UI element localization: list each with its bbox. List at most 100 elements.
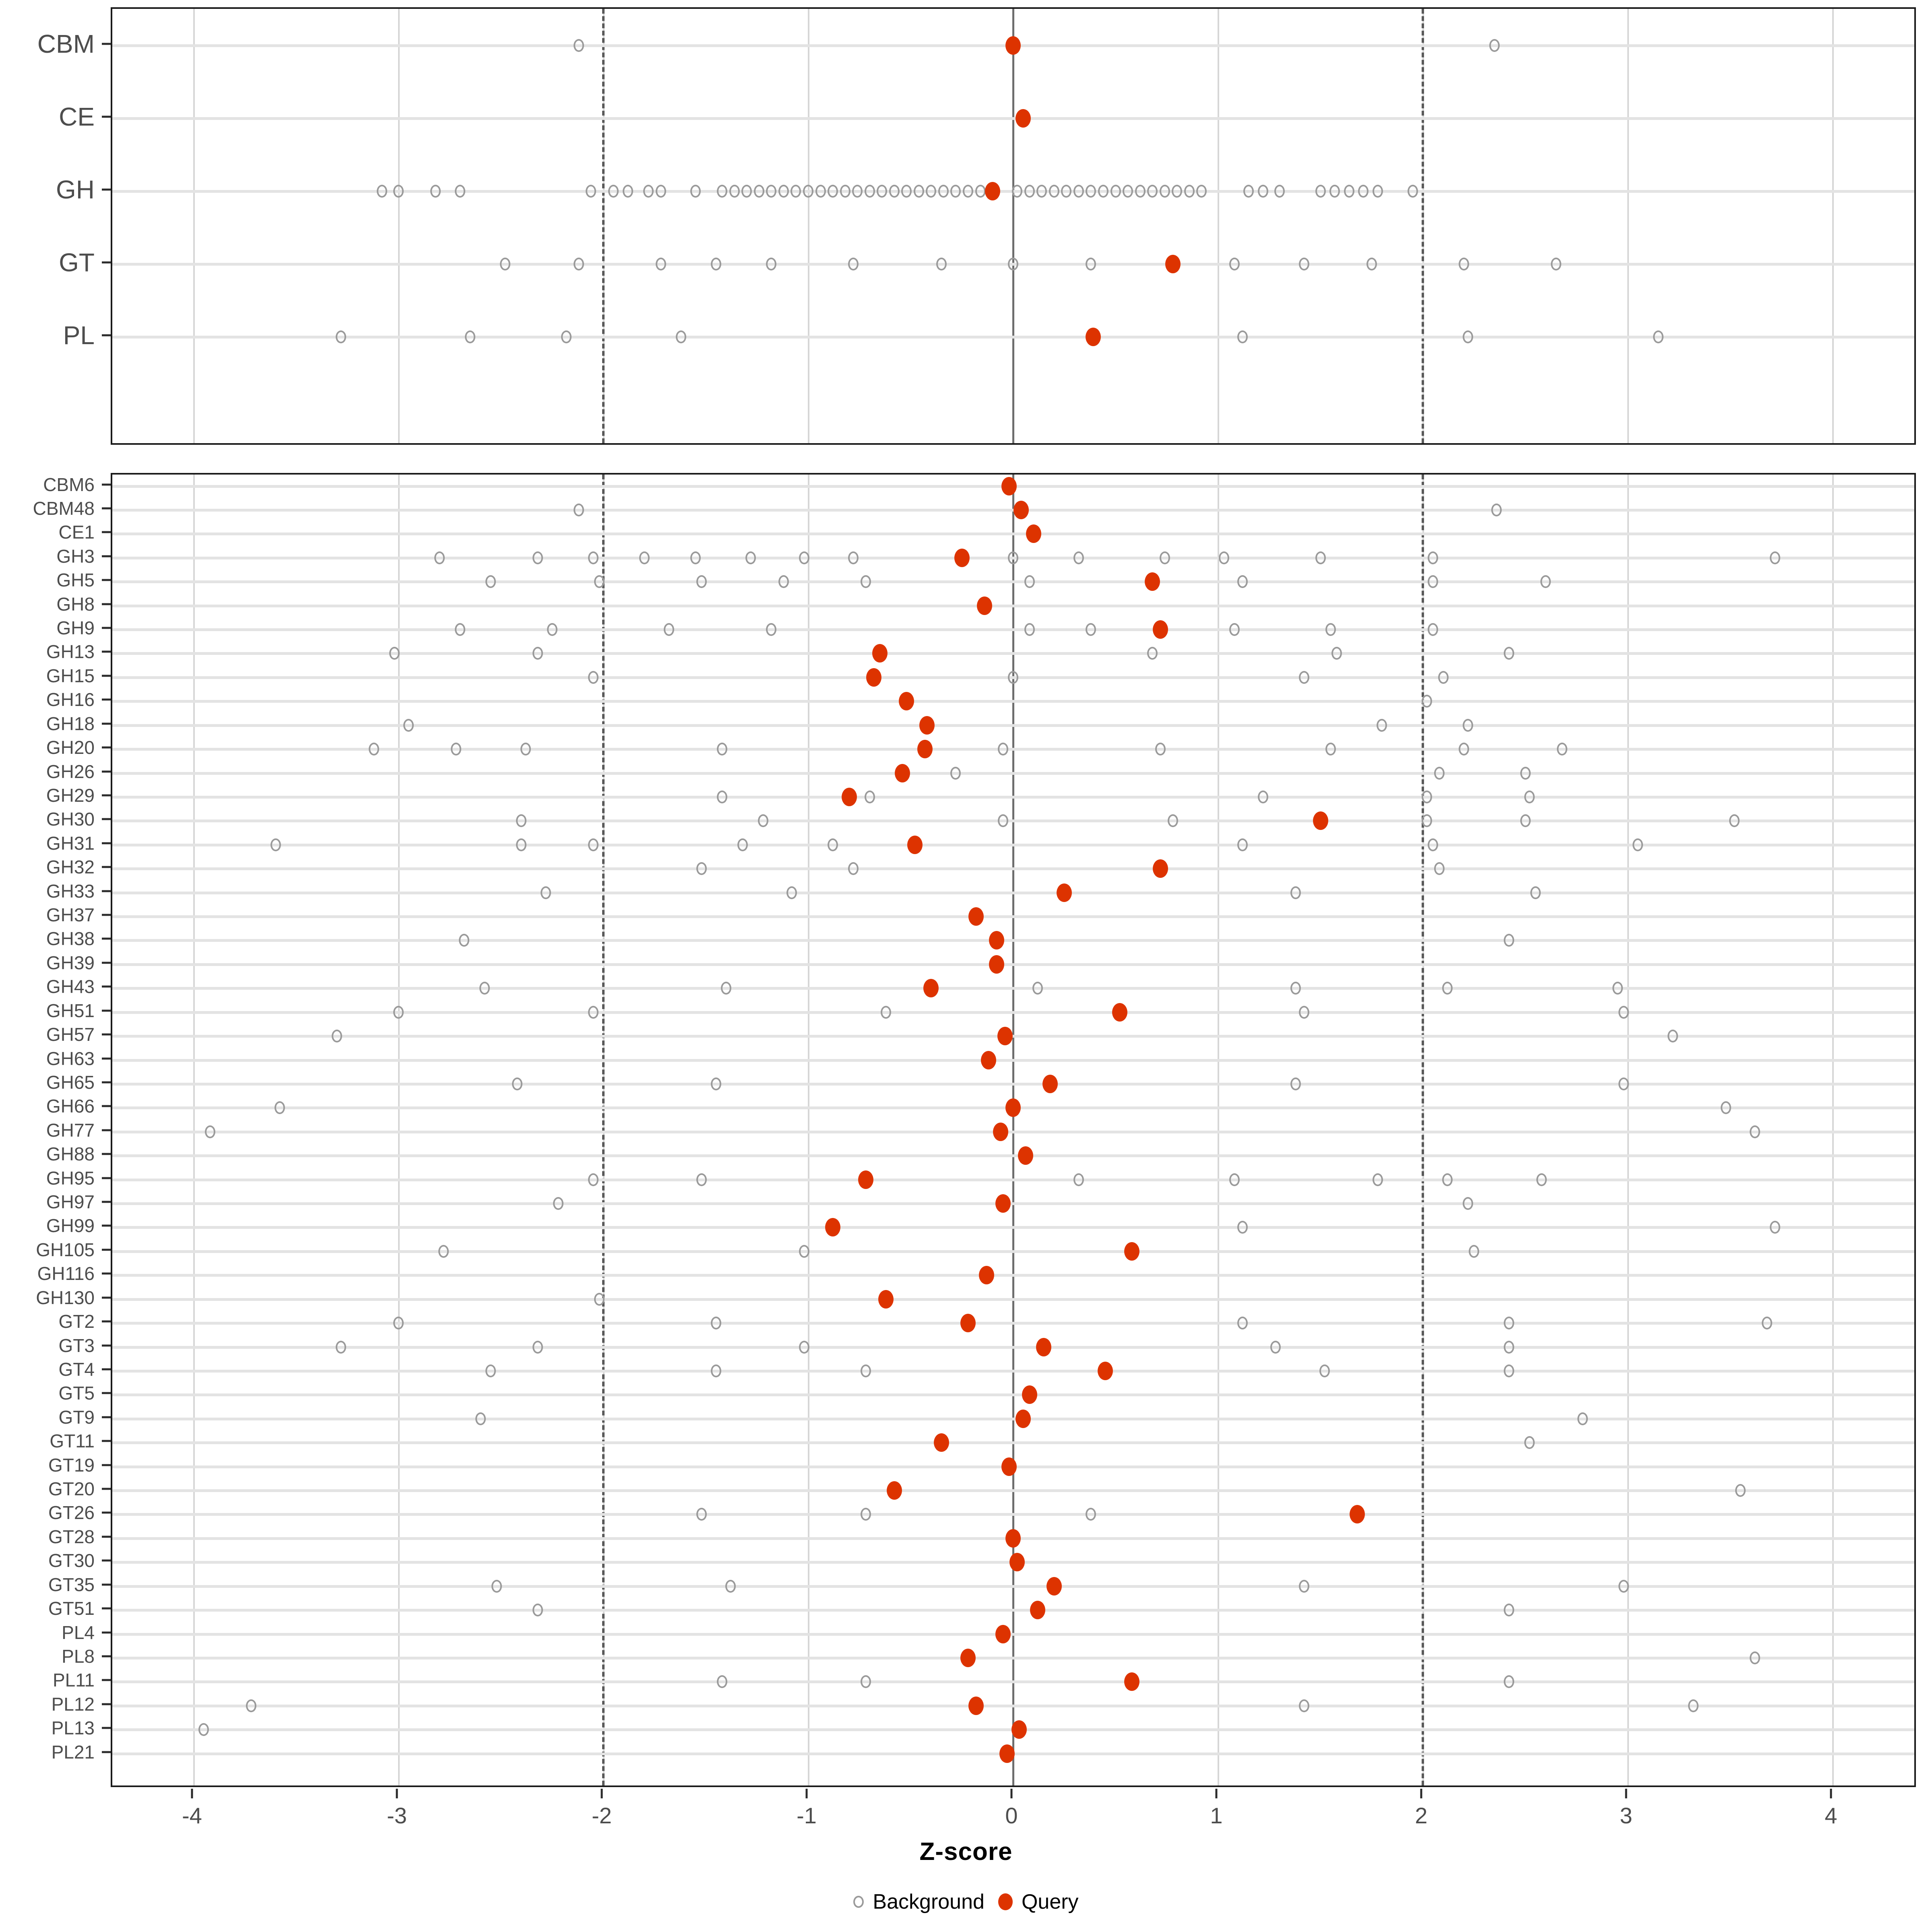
background-point	[1298, 258, 1309, 271]
x-axis-tick	[1625, 1789, 1627, 1798]
query-point	[989, 955, 1005, 974]
background-point	[778, 184, 789, 198]
query-point	[989, 931, 1005, 950]
y-axis-tick	[102, 1296, 111, 1299]
y-axis-tick	[102, 1679, 111, 1681]
y-axis-label: PL	[63, 321, 95, 350]
x-gridline	[1832, 475, 1834, 1785]
background-point	[1315, 551, 1326, 564]
y-axis-label: GH130	[36, 1287, 95, 1308]
y-axis-label: GH38	[46, 928, 95, 949]
row-gridline	[112, 772, 1914, 775]
y-axis-tick	[102, 1392, 111, 1394]
background-point	[1196, 184, 1207, 198]
background-point	[368, 743, 379, 756]
y-axis-label: PL4	[62, 1622, 95, 1643]
y-axis-label: CBM	[37, 29, 95, 58]
background-point	[950, 184, 961, 198]
background-point	[1229, 623, 1240, 636]
background-point	[936, 258, 947, 271]
legend-label-background: Background	[873, 1890, 985, 1913]
query-point	[1016, 1409, 1031, 1428]
background-point	[721, 982, 732, 995]
y-axis-tick	[102, 722, 111, 725]
background-point	[676, 330, 687, 344]
background-point	[1618, 1579, 1629, 1593]
y-axis-tick	[102, 914, 111, 916]
row-gridline	[112, 1130, 1914, 1133]
row-gridline	[112, 915, 1914, 919]
background-point	[1073, 184, 1084, 198]
background-point	[434, 551, 445, 564]
y-axis-label: GH99	[46, 1215, 95, 1236]
y-axis-label: GH88	[46, 1144, 95, 1165]
background-point	[799, 551, 809, 564]
y-axis-tick	[102, 1224, 111, 1227]
background-point	[573, 39, 584, 52]
y-axis-label: GT9	[58, 1406, 95, 1428]
row-gridline	[112, 795, 1914, 799]
background-point	[594, 575, 605, 588]
background-point	[454, 623, 465, 636]
y-axis-label: GH9	[56, 617, 95, 639]
y-axis-tick	[102, 1105, 111, 1107]
x-gridline	[1832, 9, 1834, 443]
background-point	[1135, 184, 1146, 198]
background-point	[717, 790, 728, 803]
background-point	[541, 886, 551, 899]
background-point	[1331, 647, 1342, 660]
row-gridline	[112, 508, 1914, 512]
background-point	[1489, 39, 1500, 52]
y-axis-tick	[102, 818, 111, 820]
background-point	[533, 647, 543, 660]
query-point	[1009, 1553, 1025, 1572]
background-point	[1550, 258, 1561, 271]
x-axis-tick	[1215, 1789, 1218, 1798]
background-point	[1237, 1317, 1248, 1330]
background-point	[997, 743, 1008, 756]
background-point	[815, 184, 826, 198]
y-axis-label: GT3	[58, 1335, 95, 1356]
y-axis-tick	[102, 1081, 111, 1084]
y-axis-label: GH5	[56, 570, 95, 591]
background-point	[1618, 1005, 1629, 1019]
y-axis-label: GH95	[46, 1167, 95, 1189]
query-point	[985, 182, 1001, 200]
y-axis-label: PL12	[51, 1693, 95, 1715]
y-axis-tick	[102, 116, 111, 118]
y-axis-tick	[102, 1249, 111, 1251]
background-point	[588, 551, 599, 564]
background-point	[1422, 814, 1432, 828]
background-point	[204, 1125, 215, 1138]
background-point	[710, 258, 721, 271]
background-point	[1770, 1221, 1781, 1234]
query-point	[960, 1648, 976, 1667]
query-point	[978, 1266, 994, 1285]
query-point	[923, 979, 939, 998]
y-axis-tick	[102, 1488, 111, 1490]
background-point	[1770, 551, 1781, 564]
background-point	[848, 258, 859, 271]
background-marker-icon	[853, 1896, 864, 1908]
background-point	[753, 184, 764, 198]
background-point	[1290, 1077, 1301, 1090]
background-point	[1237, 838, 1248, 851]
y-axis-label: GT5	[58, 1383, 95, 1404]
background-point	[1086, 1508, 1096, 1521]
row-gridline	[112, 1082, 1914, 1086]
background-point	[766, 184, 777, 198]
y-axis-tick	[102, 1272, 111, 1275]
background-point	[803, 184, 813, 198]
y-axis-label: GT26	[48, 1502, 95, 1523]
y-axis-label: GH77	[46, 1119, 95, 1141]
y-axis-tick	[102, 531, 111, 533]
background-point	[573, 258, 584, 271]
y-axis-label: PL11	[52, 1670, 95, 1691]
y-axis-tick	[102, 842, 111, 844]
background-point	[710, 1077, 721, 1090]
query-point	[1124, 1672, 1140, 1691]
background-point	[1098, 184, 1108, 198]
background-point	[655, 258, 666, 271]
cazyme-family-panel	[111, 473, 1916, 1787]
y-axis-tick	[102, 507, 111, 510]
